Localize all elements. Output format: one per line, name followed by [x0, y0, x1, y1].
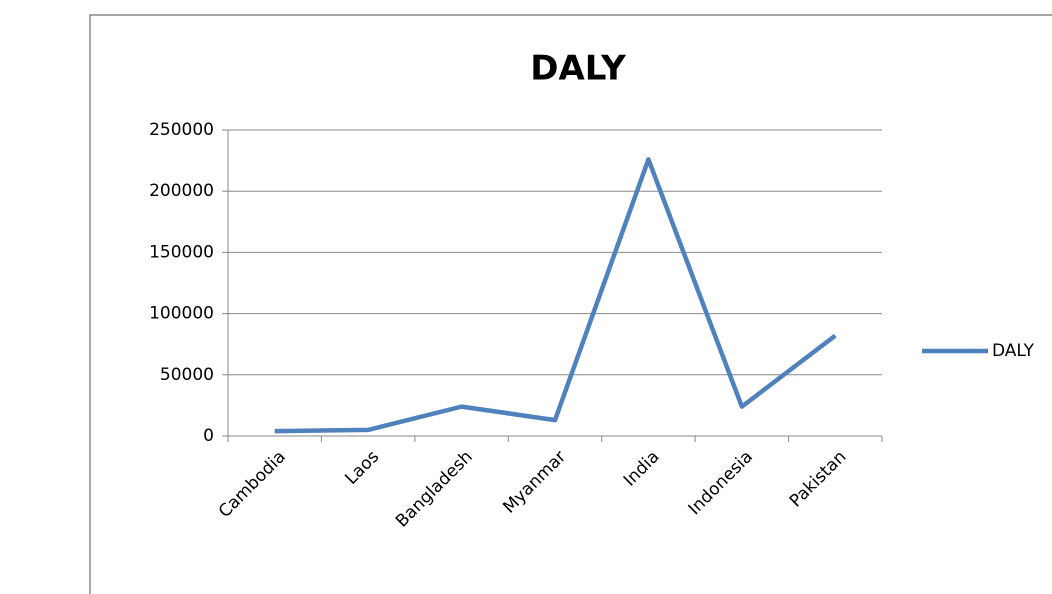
- chart-frame: [89, 14, 1052, 594]
- y-tick-label: 250000: [149, 120, 214, 140]
- y-tick-label: 100000: [149, 304, 214, 324]
- y-tick-label: 150000: [149, 242, 214, 262]
- chart-title: DALY: [530, 49, 626, 89]
- y-tick-label: 50000: [160, 365, 214, 385]
- y-tick-label: 0: [203, 426, 214, 446]
- y-tick-label: 200000: [149, 181, 214, 201]
- data-line: [274, 157, 837, 434]
- legend-label: DALY: [992, 341, 1035, 361]
